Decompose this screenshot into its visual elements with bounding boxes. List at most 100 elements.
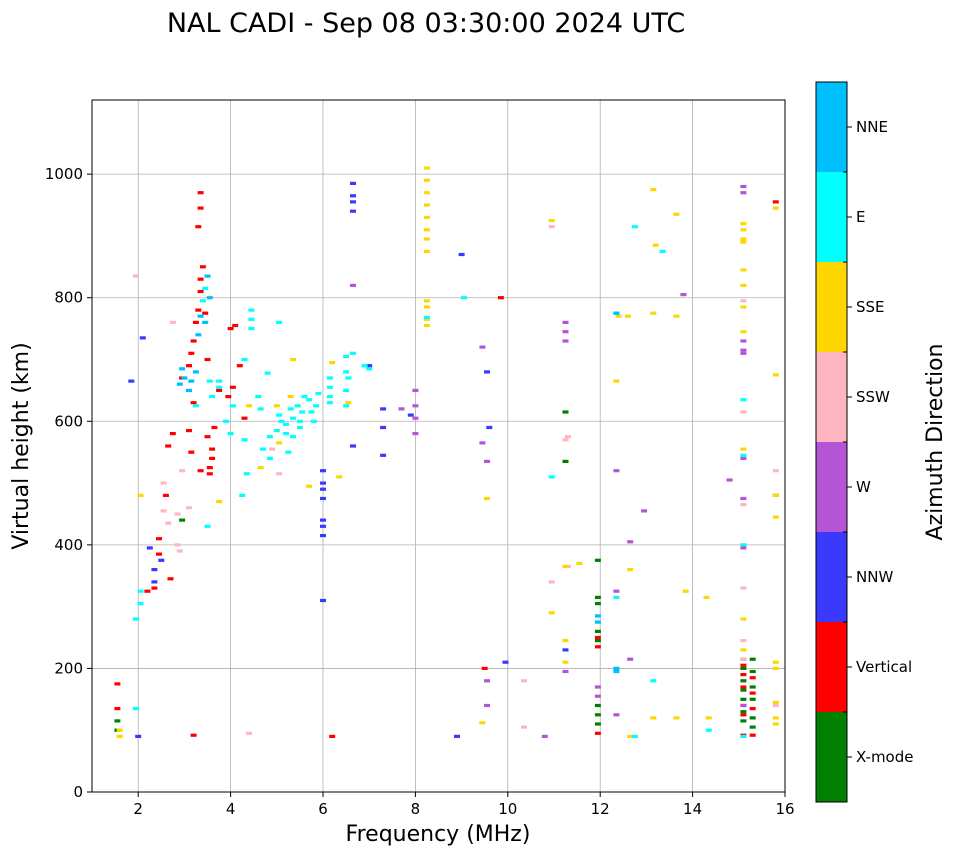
data-point <box>564 435 571 439</box>
data-point <box>174 512 181 516</box>
data-point <box>594 722 601 726</box>
data-point <box>673 314 680 318</box>
data-point <box>740 639 747 643</box>
data-point <box>202 286 209 290</box>
data-point <box>740 657 747 661</box>
data-point <box>204 357 211 362</box>
data-point <box>749 691 756 695</box>
colorbar-label: SSW <box>856 388 890 406</box>
data-point <box>241 357 248 362</box>
data-point <box>740 617 747 621</box>
series-vertical <box>114 191 779 738</box>
data-point <box>631 225 638 229</box>
x-axis-title: Frequency (MHz) <box>346 822 531 847</box>
y-axis: 0 200 400 600 800 1000 <box>45 165 92 801</box>
data-point <box>680 293 687 297</box>
data-point <box>740 546 747 550</box>
data-point <box>225 395 232 399</box>
data-point <box>740 713 747 717</box>
data-point <box>308 410 315 414</box>
data-point <box>165 521 172 525</box>
data-point <box>343 404 350 408</box>
data-point <box>320 487 326 491</box>
data-point <box>296 419 303 423</box>
colorbar-label: Vertical <box>856 658 912 676</box>
data-point <box>190 339 197 343</box>
data-point <box>257 466 264 470</box>
data-point <box>158 558 165 562</box>
data-point <box>350 444 356 448</box>
data-point <box>313 404 320 408</box>
y-tick-label: 1000 <box>45 165 83 183</box>
data-point <box>740 496 747 501</box>
data-point <box>481 666 488 670</box>
data-point <box>197 314 204 318</box>
data-point <box>423 315 430 320</box>
data-point <box>350 200 356 204</box>
data-point <box>276 441 283 445</box>
data-point <box>740 398 747 402</box>
data-point <box>169 432 176 436</box>
data-point <box>137 589 144 593</box>
data-point <box>310 419 317 423</box>
data-point <box>548 580 555 584</box>
data-point <box>460 296 467 300</box>
data-point <box>740 719 747 723</box>
data-point <box>264 371 271 375</box>
data-point <box>160 509 167 513</box>
grid <box>92 100 786 793</box>
data-point <box>315 391 322 396</box>
data-point <box>283 422 289 426</box>
y-tick-label: 800 <box>54 289 83 307</box>
data-point <box>740 503 747 507</box>
data-point <box>772 493 779 497</box>
data-point <box>740 673 747 677</box>
data-point <box>248 317 255 321</box>
data-point <box>740 237 747 241</box>
data-point <box>740 703 747 708</box>
colorbar-swatch <box>816 532 847 622</box>
data-point <box>144 589 151 593</box>
data-point <box>162 493 169 497</box>
data-point <box>740 734 747 738</box>
colorbar-label: NNW <box>856 568 893 586</box>
data-point <box>740 688 747 692</box>
data-point <box>659 249 666 253</box>
data-point <box>199 265 206 269</box>
data-point <box>236 364 243 368</box>
data-point <box>479 721 486 725</box>
data-point <box>454 734 460 738</box>
data-point <box>594 614 601 618</box>
data-point <box>772 515 779 519</box>
data-point <box>350 283 356 287</box>
x-tick-label: 6 <box>318 800 328 818</box>
data-point <box>326 395 333 399</box>
data-point <box>227 327 234 331</box>
data-point <box>350 351 356 355</box>
data-point <box>290 416 296 420</box>
data-point <box>624 314 631 318</box>
data-point <box>276 320 283 324</box>
data-point <box>326 376 333 380</box>
data-point <box>740 543 747 547</box>
data-point <box>627 657 634 661</box>
data-point <box>336 475 343 479</box>
data-point <box>197 206 204 210</box>
y-tick-label: 200 <box>54 659 83 677</box>
data-point <box>562 330 569 334</box>
data-point <box>479 441 486 445</box>
data-point <box>615 314 622 318</box>
data-point <box>548 218 555 223</box>
data-point <box>548 611 555 615</box>
data-point <box>306 484 313 488</box>
data-point <box>190 401 197 405</box>
plot-frame <box>91 99 786 793</box>
data-point <box>772 660 779 664</box>
data-point <box>423 215 430 219</box>
data-point <box>114 682 121 686</box>
data-point <box>423 237 430 241</box>
data-point <box>306 398 313 402</box>
data-point <box>294 404 301 408</box>
data-point <box>562 639 569 643</box>
data-point <box>673 716 680 720</box>
